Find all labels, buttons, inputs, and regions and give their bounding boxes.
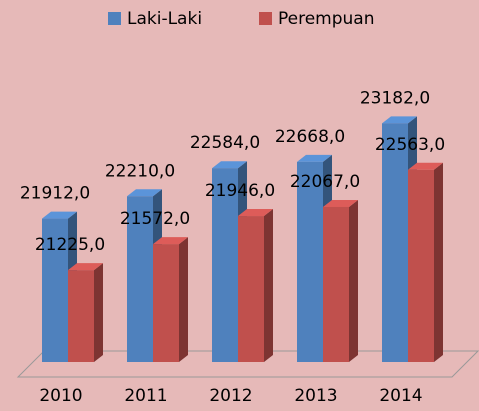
bar-top xyxy=(382,116,417,124)
x-tick-label: 2013 xyxy=(294,386,337,406)
bar xyxy=(153,244,179,362)
value-label: 22563,0 xyxy=(375,135,445,155)
bar xyxy=(323,206,349,362)
value-label: 23182,0 xyxy=(360,88,430,108)
bar-top xyxy=(297,154,332,162)
bar-side xyxy=(94,263,103,362)
value-label: 22668,0 xyxy=(275,127,345,147)
legend-swatch xyxy=(259,12,272,25)
bar-top xyxy=(408,162,443,170)
bar-side xyxy=(349,199,358,362)
value-label: 22067,0 xyxy=(290,172,360,192)
value-label: 21912,0 xyxy=(20,184,90,204)
bar-side xyxy=(264,209,273,362)
bar-top xyxy=(323,199,358,207)
bar xyxy=(127,196,153,362)
x-tick-label: 2011 xyxy=(124,386,167,406)
bar xyxy=(382,123,408,362)
bar-top xyxy=(212,161,247,169)
bar-top xyxy=(42,211,77,219)
value-label: 21572,0 xyxy=(120,209,190,229)
x-tick-label: 2010 xyxy=(39,386,82,406)
bar-top xyxy=(238,209,273,217)
bar-side xyxy=(179,237,188,362)
legend-label: Laki-Laki xyxy=(127,9,202,29)
bar xyxy=(297,161,323,362)
bar-top xyxy=(153,237,188,245)
bar-side xyxy=(434,162,443,362)
bar xyxy=(238,216,264,362)
legend-swatch xyxy=(108,12,121,25)
x-tick-label: 2012 xyxy=(209,386,252,406)
value-label: 21225,0 xyxy=(35,235,105,255)
bar xyxy=(408,169,434,362)
legend-label: Perempuan xyxy=(278,9,375,29)
bar-top xyxy=(68,263,103,271)
x-tick-label: 2014 xyxy=(379,386,422,406)
bar xyxy=(42,218,68,362)
bar xyxy=(212,168,238,362)
bar-top xyxy=(127,189,162,197)
floor xyxy=(16,350,479,378)
value-label: 22584,0 xyxy=(190,133,260,153)
value-label: 22210,0 xyxy=(105,161,175,181)
value-label: 21946,0 xyxy=(205,181,275,201)
bar xyxy=(68,270,94,362)
